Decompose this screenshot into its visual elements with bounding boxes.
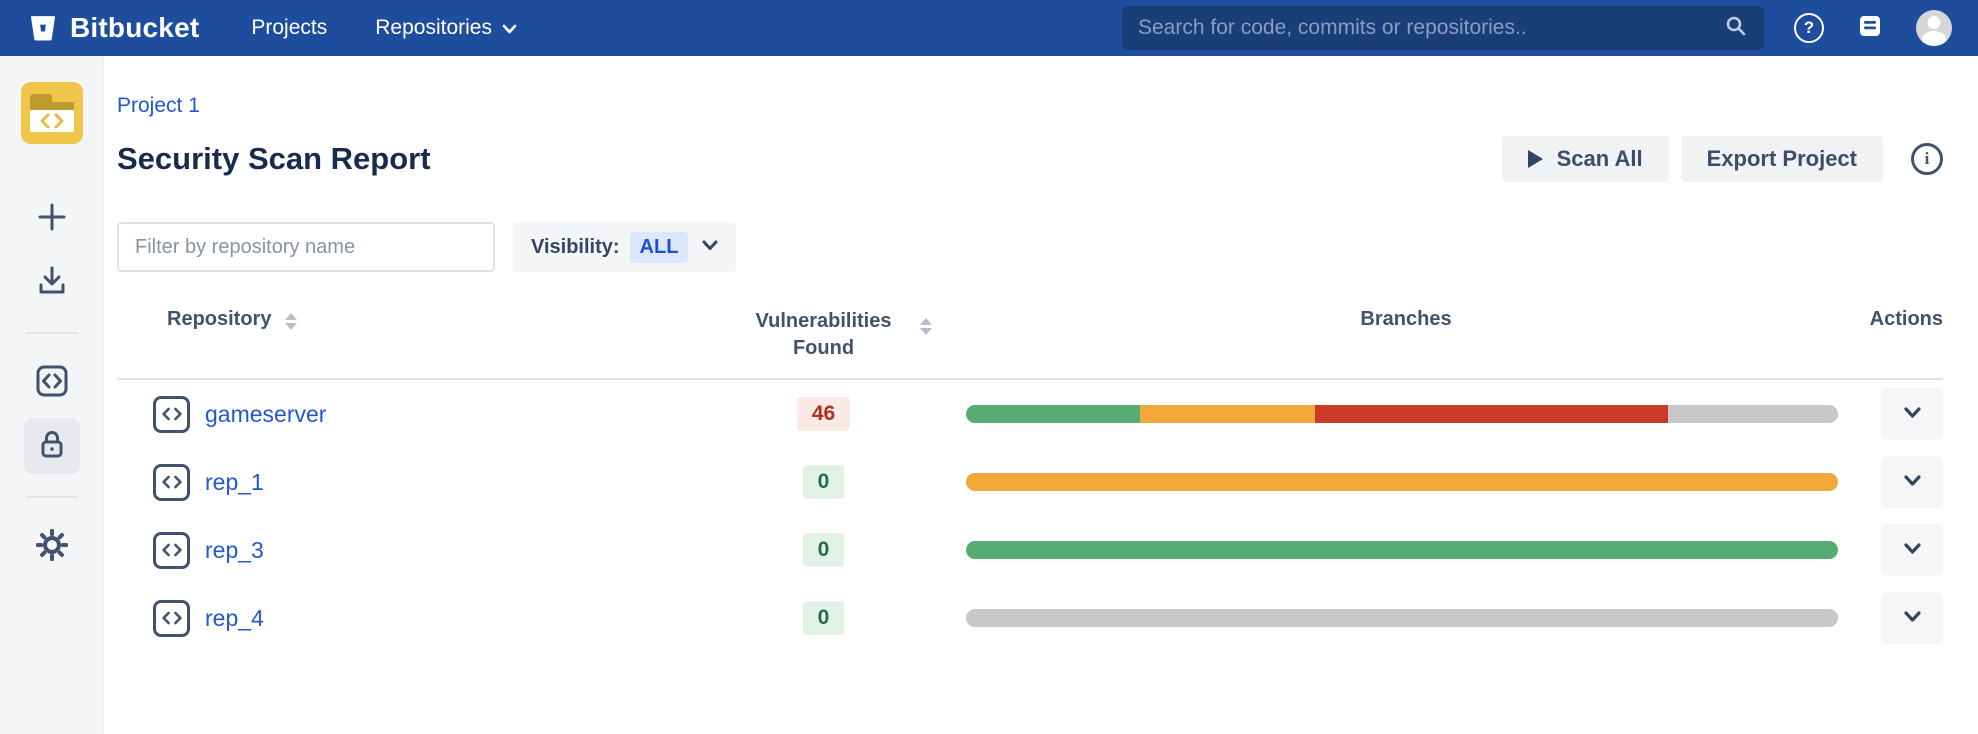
chevron-down-icon	[502, 16, 517, 40]
gear-icon	[33, 526, 71, 567]
repository-filter-input[interactable]	[117, 222, 495, 272]
branch-segment-failing	[1314, 405, 1668, 423]
vulnerability-count-badge: 46	[796, 397, 851, 431]
visibility-selected-value: ALL	[629, 231, 689, 263]
vulnerability-count-badge: 0	[802, 465, 845, 499]
breadcrumb-project-link[interactable]: Project 1	[117, 94, 200, 117]
repository-code-icon	[153, 531, 190, 569]
branch-status-bar	[966, 541, 1838, 559]
branch-status-bar	[966, 405, 1838, 423]
table-row: gameserver 46	[117, 380, 1943, 448]
chevron-down-icon	[1903, 610, 1921, 626]
branch-status-bar	[966, 609, 1838, 627]
nav-icon-group: ?	[1794, 10, 1952, 46]
chevron-down-icon	[1903, 474, 1921, 490]
global-search[interactable]	[1122, 6, 1764, 50]
sort-icon[interactable]	[919, 318, 932, 335]
search-icon[interactable]	[1724, 14, 1748, 43]
avatar-silhouette	[1927, 16, 1941, 29]
clone-download-button[interactable]	[24, 254, 80, 310]
repository-link[interactable]: rep_1	[205, 468, 264, 495]
help-icon[interactable]: ?	[1794, 13, 1824, 43]
table-body: gameserver 46	[117, 380, 1943, 652]
column-header-vulnerabilities[interactable]: Vulnerabilities Found	[681, 308, 966, 362]
bitbucket-brand[interactable]: Bitbucket	[28, 12, 199, 44]
row-actions-dropdown-button[interactable]	[1881, 456, 1943, 508]
branch-segment-passing	[966, 405, 1141, 423]
visibility-dropdown[interactable]: Visibility: ALL	[513, 222, 737, 272]
filter-bar: Visibility: ALL	[117, 222, 1943, 272]
sidebar-item-source[interactable]	[24, 354, 80, 410]
branch-status-bar	[966, 473, 1838, 491]
repository-link[interactable]: gameserver	[205, 400, 327, 427]
repository-code-icon	[153, 599, 190, 637]
repository-link[interactable]: rep_4	[205, 604, 264, 631]
repository-scan-table: Repository Vulnerabilities Found Branche…	[117, 308, 1943, 652]
download-icon	[34, 263, 70, 302]
nav-links: Projects Repositories	[251, 16, 517, 40]
vulnerability-count-badge: 0	[802, 533, 845, 567]
row-actions-dropdown-button[interactable]	[1881, 524, 1943, 576]
column-header-actions: Actions	[1869, 308, 1943, 330]
repository-link[interactable]: rep_3	[205, 536, 264, 563]
bitbucket-logo-icon	[28, 13, 58, 43]
branch-segment-warning	[1140, 405, 1315, 423]
page-header: Security Scan Report Scan All Export Pro…	[117, 136, 1943, 182]
export-project-button[interactable]: Export Project	[1680, 136, 1883, 182]
sidebar-item-security[interactable]	[23, 418, 80, 474]
sidebar-divider	[25, 332, 78, 334]
repository-code-icon	[153, 395, 190, 433]
branch-segment-passing	[966, 541, 1838, 559]
nav-item-repositories[interactable]: Repositories	[375, 16, 517, 40]
left-sidebar	[0, 56, 104, 734]
table-row: rep_4 0	[117, 584, 1943, 652]
top-navbar: Bitbucket Projects Repositories ?	[0, 0, 1978, 56]
sort-icon[interactable]	[285, 313, 298, 330]
feedback-icon[interactable]	[1856, 12, 1884, 45]
plus-icon	[34, 199, 70, 238]
repository-code-icon	[153, 463, 190, 501]
row-actions-dropdown-button[interactable]	[1881, 592, 1943, 644]
table-header: Repository Vulnerabilities Found Branche…	[117, 308, 1943, 380]
project-avatar-folder-icon[interactable]	[20, 82, 83, 144]
play-icon	[1527, 150, 1543, 168]
main-content: Project 1 Security Scan Report Scan All …	[105, 56, 1978, 734]
info-icon[interactable]: i	[1911, 143, 1943, 175]
user-avatar[interactable]	[1916, 10, 1952, 46]
branch-segment-warning	[966, 473, 1838, 491]
table-row: rep_1 0	[117, 448, 1943, 516]
code-icon	[33, 362, 71, 403]
row-actions-dropdown-button[interactable]	[1881, 388, 1943, 440]
chevron-down-icon	[1903, 406, 1921, 422]
settings-button[interactable]	[24, 518, 80, 574]
column-header-branches: Branches	[1360, 308, 1452, 330]
branch-segment-not-scanned	[966, 609, 1838, 627]
brand-label: Bitbucket	[70, 12, 200, 43]
sidebar-divider	[25, 496, 78, 498]
vulnerability-count-badge: 0	[802, 601, 845, 635]
column-header-repository[interactable]: Repository	[117, 308, 681, 362]
visibility-label: Visibility:	[531, 235, 620, 258]
scan-all-button[interactable]: Scan All	[1501, 136, 1669, 182]
chevron-down-icon	[698, 238, 718, 256]
lock-icon	[34, 427, 70, 466]
table-row: rep_3 0	[117, 516, 1943, 584]
page-title: Security Scan Report	[117, 141, 431, 176]
chevron-down-icon	[1903, 542, 1921, 558]
create-button[interactable]	[24, 190, 80, 246]
global-search-input[interactable]	[1138, 16, 1724, 40]
branch-segment-not-scanned	[1667, 405, 1838, 423]
nav-item-projects[interactable]: Projects	[251, 16, 328, 39]
